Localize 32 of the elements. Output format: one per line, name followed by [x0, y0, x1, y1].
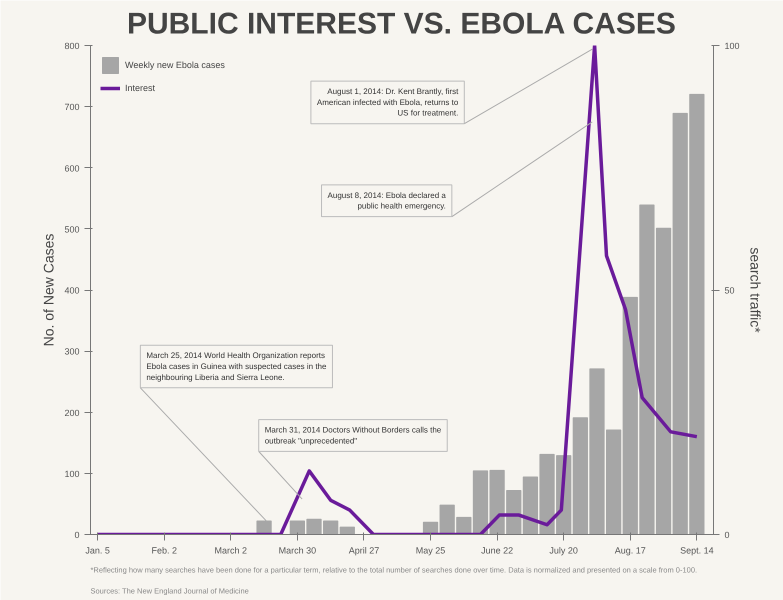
x-tick-label: July 20 — [549, 546, 578, 556]
x-tick-label: June 22 — [481, 546, 514, 556]
legend-label: Interest — [125, 83, 156, 93]
y2-tick-label: 100 — [724, 41, 740, 51]
y-tick-label: 600 — [64, 163, 80, 174]
annotation: March 31, 2014 Doctors Without Borders calls the outbreak "unprecedented" — [264, 426, 442, 446]
y-tick-label: 0 — [74, 530, 80, 540]
x-tick-label: March 2 — [214, 546, 248, 556]
x-tick-label: Aug. 17 — [614, 546, 646, 556]
y-tick-label: 400 — [64, 286, 80, 296]
y-tick-label: 800 — [64, 41, 80, 51]
annotation: August 8, 2014: Ebola declared a public health emergency. — [328, 190, 446, 211]
x-tick-label: April 27 — [348, 546, 380, 556]
y-axis-title: No. of New Cases — [40, 234, 56, 346]
annotation: March 25, 2014 World Health Organization reports Ebola cases in Guinea with suspected cases in the neighbouring Liberia and Sierra Leone. — [146, 351, 327, 382]
y2-tick-label: 0 — [724, 530, 730, 540]
chart-title: PUBLIC INTEREST VS. EBOLA CASES — [126, 8, 676, 40]
annotation: August 1, 2014: Dr. Kent Brantly, first American infected with Ebola, returns to US for treatment. — [316, 87, 460, 118]
y-tick-label: 100 — [64, 468, 80, 479]
y-tick-label: 500 — [64, 224, 80, 234]
y-tick-label: 700 — [64, 102, 80, 112]
x-tick-label: Feb. 2 — [151, 546, 177, 556]
x-tick-label: March 30 — [278, 546, 316, 556]
line-series — [96, 46, 699, 534]
legend-label: Weekly new Ebola cases — [125, 60, 225, 70]
x-tick-label: May 25 — [416, 546, 446, 556]
x-tick-label: Sept. 14 — [680, 546, 714, 556]
y2-tick-label: 50 — [724, 286, 735, 296]
y-tick-label: 300 — [64, 346, 80, 357]
x-tick-label: Jan. 5 — [85, 546, 110, 556]
y-tick-label: 200 — [64, 408, 80, 418]
y2-axis-title: search traffic* — [748, 247, 764, 334]
